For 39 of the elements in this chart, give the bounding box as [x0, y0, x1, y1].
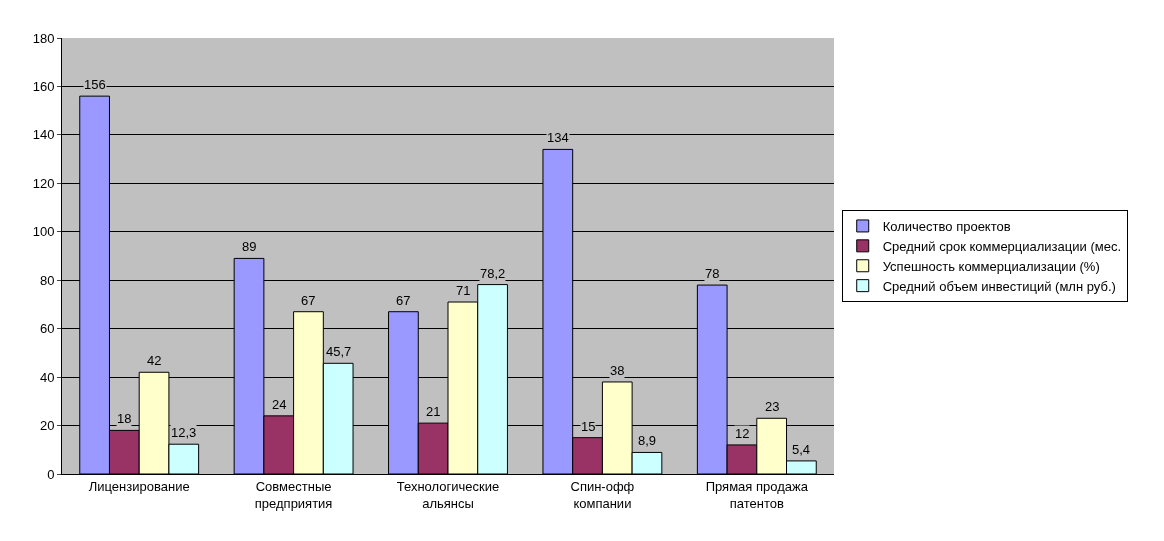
- data-label: 23: [765, 399, 780, 414]
- data-label: 67: [301, 293, 316, 308]
- data-label: 5,4: [792, 442, 811, 457]
- data-label: 8,9: [638, 433, 657, 448]
- legend-label: Средний срок коммерциализации (мес.: [882, 238, 1122, 254]
- data-label: 45,7: [326, 344, 352, 359]
- y-tick-label: 0: [47, 466, 55, 482]
- data-label: 42: [147, 353, 162, 368]
- y-tick-label: 80: [39, 272, 55, 288]
- data-label: 71: [456, 283, 471, 298]
- data-label: 18: [117, 411, 132, 426]
- y-tick-label: 40: [39, 369, 55, 385]
- y-tick-label: 140: [32, 127, 55, 143]
- y-tick-label: 100: [32, 224, 55, 240]
- data-label: 134: [547, 130, 569, 145]
- y-tick-label: 60: [39, 321, 55, 337]
- data-label: 78: [705, 266, 720, 281]
- data-label: 78,2: [480, 266, 506, 281]
- data-label: 12,3: [171, 425, 197, 440]
- data-label: 15: [581, 419, 596, 434]
- x-tick-label: Совместные предприятия: [254, 478, 333, 511]
- data-label: 67: [396, 293, 411, 308]
- y-tick-label: 20: [39, 418, 55, 434]
- y-tick-label: 120: [32, 175, 55, 191]
- x-tick-label: Лицензирование: [88, 478, 190, 494]
- data-label: 89: [242, 239, 257, 254]
- data-label: 38: [610, 363, 625, 378]
- data-label: 156: [84, 77, 106, 92]
- x-tick-label: Прямая продажа патентов: [705, 478, 809, 511]
- legend-label: Количество проектов: [882, 219, 1011, 235]
- y-tick-label: 180: [32, 30, 55, 46]
- data-label: 12: [735, 426, 750, 441]
- data-label: 21: [426, 404, 441, 419]
- legend-label: Средний объем инвестиций (млн руб.): [882, 278, 1116, 294]
- data-label: 24: [272, 397, 287, 412]
- x-tick-label: Спин-офф компании: [570, 478, 635, 511]
- legend-label: Успешность коммерциализации (%): [882, 258, 1100, 274]
- x-tick-label: Технологические альянсы: [396, 478, 500, 511]
- y-tick-label: 160: [32, 78, 55, 94]
